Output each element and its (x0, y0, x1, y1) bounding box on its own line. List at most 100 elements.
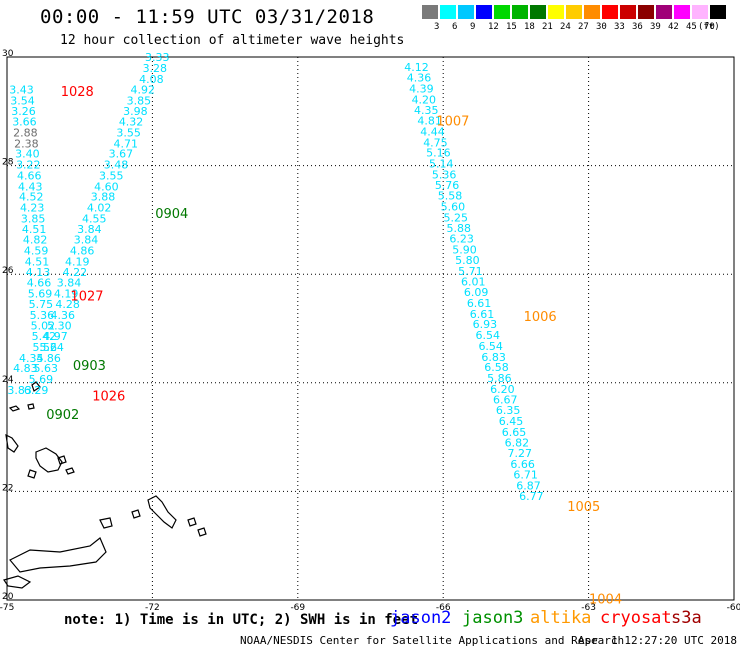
coast-isle-d (131, 509, 141, 519)
wave-height-value: 3.84 (57, 276, 82, 289)
legend-label: 27 (578, 22, 589, 32)
wave-height-observations: 3.333.284.084.923.853.984.323.554.713.67… (7, 51, 543, 503)
legend-swatch (440, 5, 456, 19)
wave-height-value: 4.97 (43, 330, 68, 343)
coast-puerto-rico (3, 575, 32, 589)
wave-height-value: 4.35 (414, 104, 439, 117)
wave-height-value: 5.69 (29, 373, 54, 386)
wave-height-value: 4.02 (87, 201, 112, 214)
legend-swatch (584, 5, 600, 19)
wave-height-value: 6.82 (505, 437, 530, 450)
wave-height-value: 5.56 (33, 341, 58, 354)
coast-hispaniola (9, 537, 107, 573)
wave-height-value: 3.67 (109, 148, 134, 161)
wave-height-value: 3.33 (145, 51, 170, 64)
wave-height-value: 3.66 (12, 116, 37, 129)
track-pass-label: 1007 (436, 115, 469, 130)
legend-swatch (530, 5, 546, 19)
legend-label: 42 (668, 22, 679, 32)
y-tick-label: 26 (2, 266, 14, 276)
coast-isle-b (65, 467, 75, 475)
wave-height-value: 3.98 (123, 105, 148, 118)
y-tick-label: 22 (2, 483, 13, 493)
wave-height-value: 3.48 (104, 159, 129, 172)
wave-height-value: 4.83 (13, 362, 38, 375)
wave-height-value: 4.92 (130, 84, 155, 97)
legend-swatch (494, 5, 510, 19)
wave-height-value: 3.85 (21, 212, 46, 225)
wave-height-value: 3.88 (91, 191, 116, 204)
wave-height-value: 6.29 (24, 384, 49, 397)
legend-label: 24 (560, 22, 571, 32)
wave-height-value: 3.85 (127, 95, 152, 108)
wave-height-value: 4.55 (82, 212, 107, 225)
wave-height-value: 3.22 (16, 159, 41, 172)
coast-isle-c (27, 469, 37, 479)
legend-swatch (710, 5, 726, 19)
legend-label: 39 (650, 22, 661, 32)
coast-isle-a (57, 455, 67, 465)
wave-height-value: 3.28 (143, 62, 168, 75)
track-pass-label: 0902 (46, 408, 79, 423)
wave-height-value: 5.42 (32, 330, 57, 343)
wave-height-value: 6.35 (496, 404, 521, 417)
wave-height-value: 6.54 (478, 340, 503, 353)
wave-height-value: 4.82 (23, 234, 48, 247)
credit-line: NOAA/NESDIS Center for Satellite Applica… (240, 634, 625, 647)
wave-height-value: 4.23 (20, 201, 45, 214)
coast-inagua (35, 447, 63, 473)
wave-height-value: 3.26 (11, 105, 36, 118)
wave-height-value: 4.08 (139, 73, 164, 86)
wave-height-value: 5.88 (446, 222, 471, 235)
footnote: note: 1) Time is in UTC; 2) SWH is in fe… (64, 612, 419, 628)
legend-label: 3 (434, 22, 440, 32)
legend-swatch (674, 5, 690, 19)
wave-height-value: 6.58 (484, 361, 509, 374)
legend-unit: (ft) (698, 22, 720, 32)
wave-height-value: 4.22 (63, 266, 88, 279)
wave-height-value: 6.09 (464, 286, 489, 299)
wave-height-value: 4.39 (409, 83, 434, 96)
wave-height-value: 5.60 (441, 200, 466, 213)
plot-border (6, 56, 735, 601)
wave-height-value: 4.43 (18, 180, 43, 193)
wave-height-value: 6.61 (470, 308, 495, 321)
wave-height-value: 3.55 (99, 169, 124, 182)
wave-height-value: 5.58 (438, 190, 463, 203)
legend-label: 70 (704, 22, 715, 32)
legend-swatch (692, 5, 708, 19)
wave-height-value: 7.27 (508, 447, 533, 460)
legend-swatch (620, 5, 636, 19)
legend-swatch (638, 5, 654, 19)
wave-height-value: 6.83 (481, 351, 506, 364)
track-pass-label: 1004 (589, 593, 622, 608)
wave-height-value: 4.13 (26, 266, 51, 279)
legend-label: 36 (632, 22, 643, 32)
wave-height-value: 2.38 (14, 137, 39, 150)
coast-isle-e (187, 517, 197, 527)
track-pass-label: 1026 (92, 389, 125, 404)
wave-height-value: 4.66 (27, 276, 52, 289)
coast-isle-f (197, 527, 207, 537)
x-tick-label: -75 (0, 603, 14, 613)
legend-label: 30 (596, 22, 607, 32)
wave-height-value: 6.01 (461, 275, 486, 288)
coast-bahamas-a (8, 405, 21, 412)
track-pass-label: 1027 (70, 290, 103, 305)
map-title: 00:00 - 11:59 UTC 03/31/2018 (40, 6, 375, 28)
wave-height-value: 3.55 (116, 127, 141, 140)
legend-swatch (602, 5, 618, 19)
legend-swatch (656, 5, 672, 19)
wave-height-value: 3.83 (7, 384, 32, 397)
wave-height-value: 4.35 (19, 352, 44, 365)
wave-height-value: 5.02 (31, 319, 56, 332)
x-tick-label: -69 (290, 603, 305, 613)
wave-height-value: 6.87 (516, 480, 541, 493)
legend-swatch (548, 5, 564, 19)
wave-height-value: 4.19 (54, 287, 79, 300)
wave-height-value: 5.30 (47, 319, 72, 332)
wave-height-value: 5.36 (432, 168, 457, 181)
track-pass-label: 1006 (524, 310, 557, 325)
x-tick-label: -63 (581, 603, 596, 613)
